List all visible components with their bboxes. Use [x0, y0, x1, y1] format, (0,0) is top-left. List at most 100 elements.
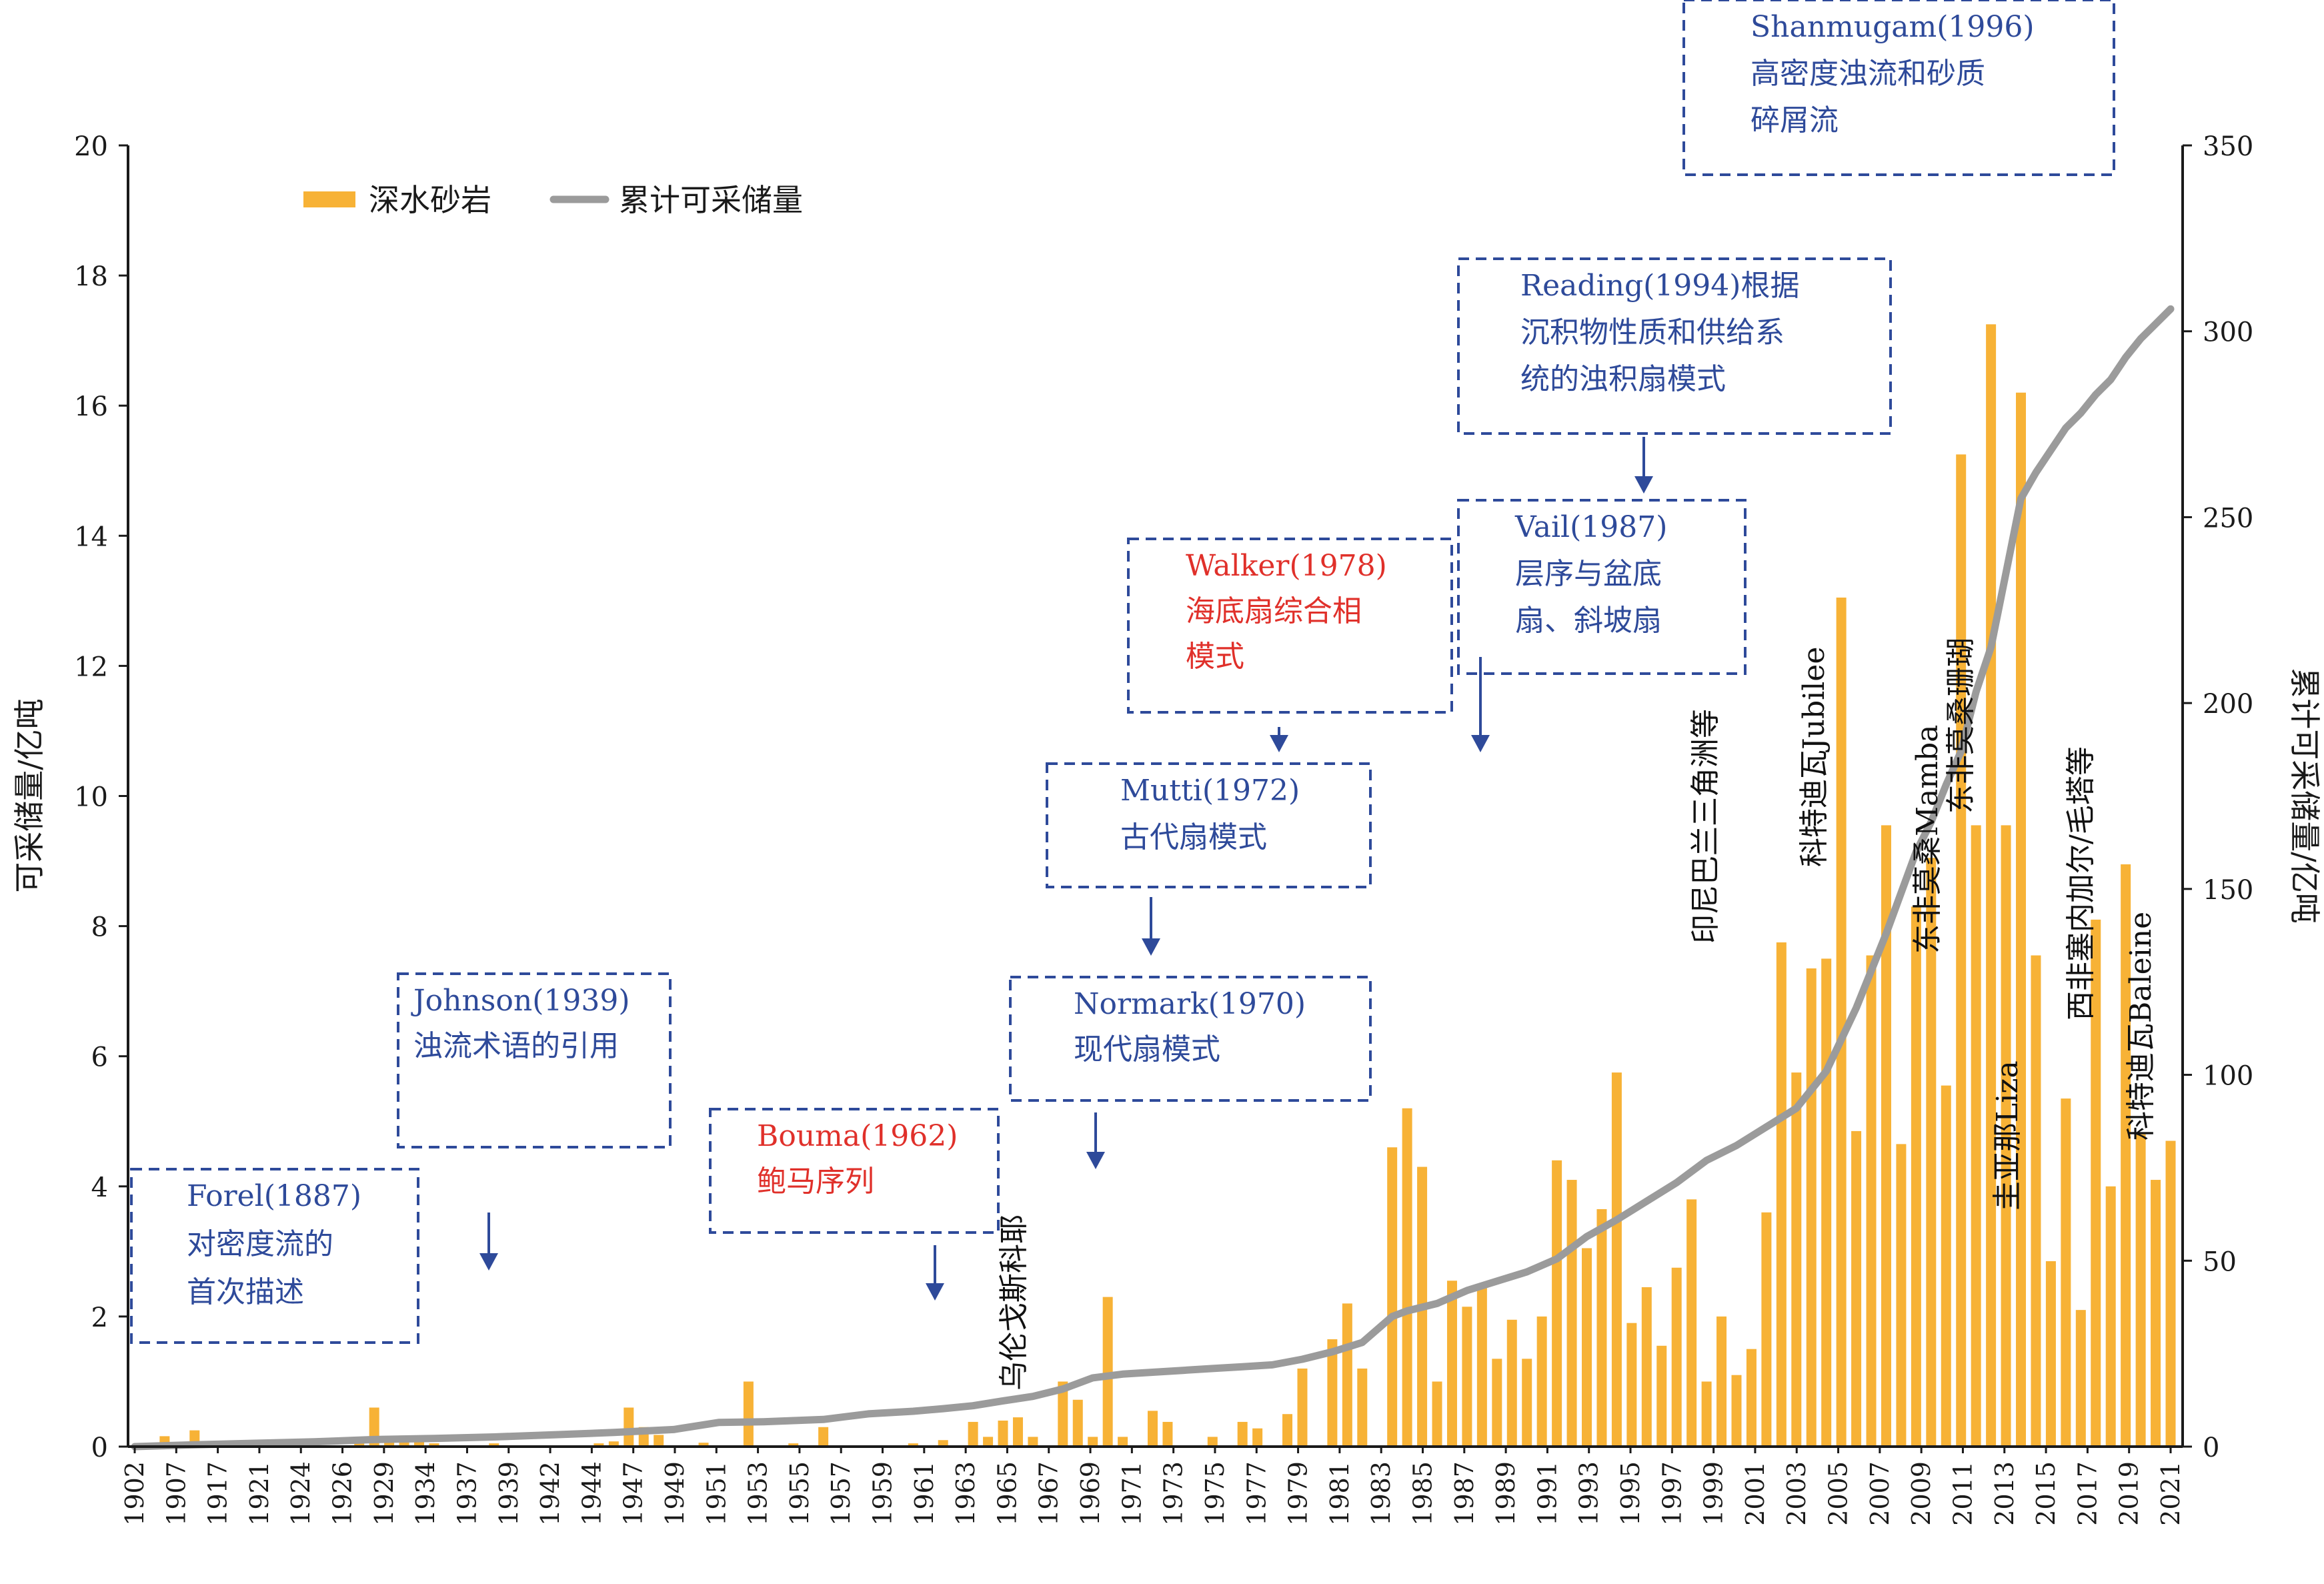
bar: [1162, 1421, 1173, 1447]
bar: [1656, 1345, 1667, 1447]
x-tick-label: 2003: [1782, 1461, 1811, 1526]
bar: [1207, 1437, 1218, 1447]
annotation-box: [1682, 0, 2115, 176]
x-tick-label: 2009: [1907, 1461, 1936, 1526]
left-y-tick-label: 2: [91, 1303, 108, 1333]
right-y-tick-label: 150: [2203, 875, 2253, 906]
x-tick-label: 1995: [1616, 1461, 1645, 1526]
bar: [2016, 392, 2027, 1447]
bar: [938, 1440, 948, 1447]
x-tick-label: 1985: [1408, 1461, 1437, 1526]
x-tick-label: 1917: [203, 1461, 233, 1526]
annotation-box: [1127, 538, 1453, 714]
bar: [2165, 1140, 2176, 1447]
bar: [1986, 324, 1997, 1447]
bar: [1102, 1297, 1113, 1447]
left-y-tick-label: 4: [91, 1172, 108, 1203]
bar: [1596, 1209, 1607, 1447]
bar: [743, 1381, 754, 1447]
bar: [1641, 1287, 1652, 1447]
well-label: 印尼巴兰三角洲等: [1688, 709, 1722, 944]
well-label: 东非莫桑Mamba: [1911, 725, 1945, 954]
bar: [1956, 454, 1967, 1447]
annotation-text: Mutti(1972): [1120, 774, 1300, 808]
right-y-ticks: 0 50 100 150 200 250 300 350: [2183, 131, 2253, 1463]
annotation-box: [1009, 976, 1372, 1102]
bar: [2121, 864, 2131, 1447]
annotation-text: Normark(1970): [1074, 987, 1306, 1021]
bar: [414, 1441, 425, 1447]
legend-bar-swatch: [303, 191, 355, 207]
x-tick-label: 1981: [1325, 1461, 1354, 1526]
right-y-tick-label: 300: [2203, 317, 2253, 348]
bar: [1357, 1368, 1368, 1447]
x-tick-label: 1947: [619, 1461, 648, 1526]
bar: [429, 1443, 439, 1447]
well-label: 乌伦戈斯科耶: [997, 1215, 1031, 1391]
x-tick-label: 1937: [452, 1461, 481, 1526]
well-label: 圭亚那Liza: [1991, 1060, 2025, 1211]
annotation-arrowhead: [1086, 1152, 1105, 1169]
annotation-arrowhead: [1142, 938, 1160, 956]
right-y-tick-label: 200: [2203, 689, 2253, 720]
well-label: 科特迪瓦Jubilee: [1797, 647, 1831, 867]
x-tick-label: 1955: [785, 1461, 814, 1526]
annotation-box: [1457, 257, 1892, 435]
bar: [1387, 1147, 1398, 1447]
x-tick-label: 1949: [660, 1461, 690, 1526]
x-tick-label: 1993: [1574, 1461, 1604, 1526]
x-tick-label: 1907: [161, 1461, 191, 1526]
bar: [1686, 1199, 1697, 1447]
x-tick-label: 1924: [286, 1461, 315, 1526]
bar: [1582, 1248, 1592, 1447]
annotation-arrowhead: [926, 1283, 944, 1301]
x-tick-label: 1921: [245, 1461, 274, 1526]
annotation-text: Reading(1994)根据: [1520, 269, 1799, 303]
bar: [489, 1443, 499, 1447]
left-y-tick-label: 14: [74, 522, 108, 552]
left-y-ticks: 0 2 4 6 8 10 12 14 16 18 20: [74, 131, 128, 1463]
annotation-text: Forel(1887): [187, 1179, 361, 1213]
x-tick-label: 1942: [535, 1461, 565, 1526]
x-tick-label: 1953: [744, 1461, 773, 1526]
bar: [1626, 1323, 1637, 1447]
bar: [1058, 1381, 1068, 1447]
x-tick-label: 1967: [1034, 1461, 1064, 1526]
right-y-tick-label: 50: [2203, 1247, 2237, 1277]
annotation-text: 模式: [1186, 640, 1244, 674]
annotation-text: Johnson(1939): [411, 984, 630, 1018]
bar: [2061, 1098, 2071, 1447]
annotation-box: [1046, 762, 1372, 888]
x-tick-label: 1959: [868, 1461, 898, 1526]
x-tick-label: 1957: [826, 1461, 856, 1526]
bar: [1237, 1421, 1248, 1447]
left-y-tick-label: 12: [74, 652, 108, 682]
right-y-axis-title: 累计可采储量/亿吨: [2287, 668, 2323, 924]
bar: [1611, 1072, 1622, 1447]
bar: [1536, 1316, 1547, 1447]
left-y-tick-label: 20: [74, 131, 108, 162]
bar: [1282, 1414, 1293, 1447]
cumulative-line: [131, 305, 2175, 1451]
x-tick-label: 1997: [1657, 1461, 1686, 1526]
legend-line-label: 累计可采储量: [619, 182, 803, 218]
bar: [1012, 1417, 1023, 1447]
bar: [2075, 1310, 2086, 1447]
bar: [1716, 1316, 1727, 1447]
bar: [1746, 1349, 1757, 1447]
annotation-arrows: [479, 437, 1653, 1301]
bar: [1881, 825, 1891, 1447]
x-tick-label: 2001: [1740, 1461, 1770, 1526]
bar: [1566, 1180, 1577, 1447]
x-tick-label: 1961: [910, 1461, 939, 1526]
bar: [2135, 1134, 2146, 1447]
bar: [2045, 1261, 2056, 1447]
left-y-tick-label: 0: [91, 1433, 108, 1463]
annotation-text: 鲍马序列: [757, 1164, 874, 1199]
x-tick-label: 2005: [1824, 1461, 1853, 1526]
annotation-arrowhead: [1634, 476, 1653, 494]
bar: [1671, 1267, 1682, 1447]
x-tick-label: 1979: [1284, 1461, 1313, 1526]
right-y-tick-label: 100: [2203, 1061, 2253, 1092]
